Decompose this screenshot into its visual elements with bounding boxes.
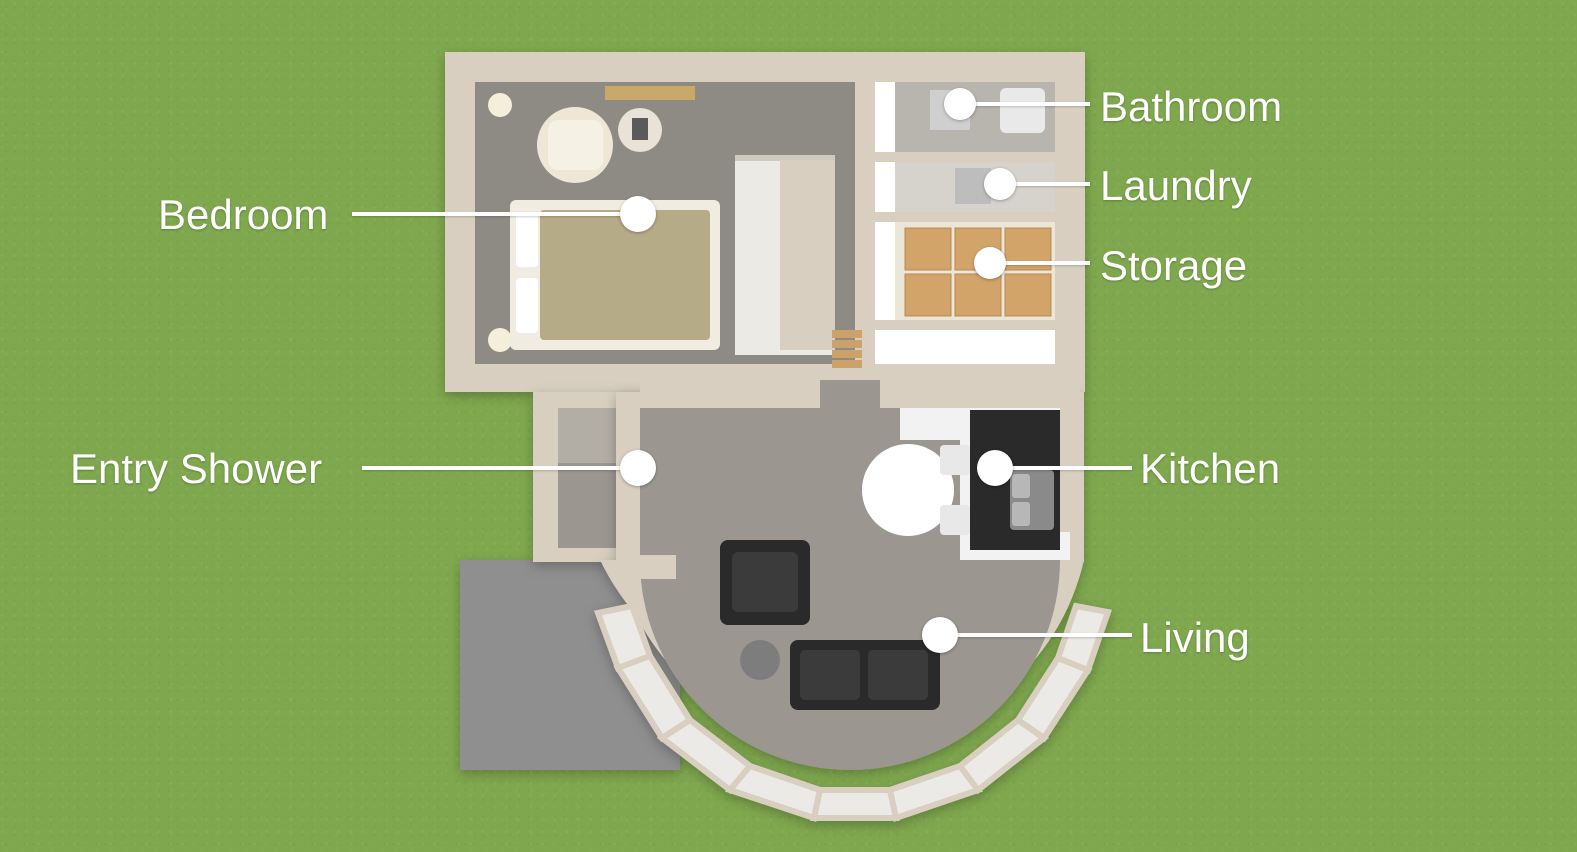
callout-line-laundry xyxy=(1012,182,1090,186)
callout-line-kitchen xyxy=(1008,466,1132,470)
callout-label-bathroom: Bathroom xyxy=(1100,86,1282,128)
callout-label-bedroom: Bedroom xyxy=(158,194,328,236)
pillow xyxy=(516,212,538,267)
callout-label-entry_shower: Entry Shower xyxy=(70,448,322,490)
callout-line-bathroom xyxy=(972,102,1090,106)
callout-label-laundry: Laundry xyxy=(1100,165,1252,207)
callout-line-storage xyxy=(1002,261,1090,265)
callout-label-kitchen: Kitchen xyxy=(1140,448,1280,490)
pillow xyxy=(516,278,538,333)
callout-line-entry_shower xyxy=(362,466,625,470)
callout-dot-bedroom xyxy=(620,196,656,232)
callout-dot-bathroom xyxy=(944,88,976,120)
lamp xyxy=(632,118,648,140)
sink xyxy=(1000,88,1045,133)
callout-dot-laundry xyxy=(984,168,1016,200)
callout-line-bedroom xyxy=(352,212,625,216)
callout-dot-entry_shower xyxy=(620,450,656,486)
callout-label-living: Living xyxy=(1140,617,1250,659)
bed-duvet xyxy=(540,210,710,340)
floorplan-svg xyxy=(0,0,1577,852)
floorplan-infographic: Bedroom Entry Shower Bathroom Laundry Storag… xyxy=(0,0,1577,852)
callout-dot-living xyxy=(922,617,958,653)
callout-line-living xyxy=(953,633,1132,637)
callout-dot-storage xyxy=(974,247,1006,279)
dining xyxy=(862,444,970,536)
callout-label-storage: Storage xyxy=(1100,245,1247,287)
callout-dot-kitchen xyxy=(977,450,1013,486)
